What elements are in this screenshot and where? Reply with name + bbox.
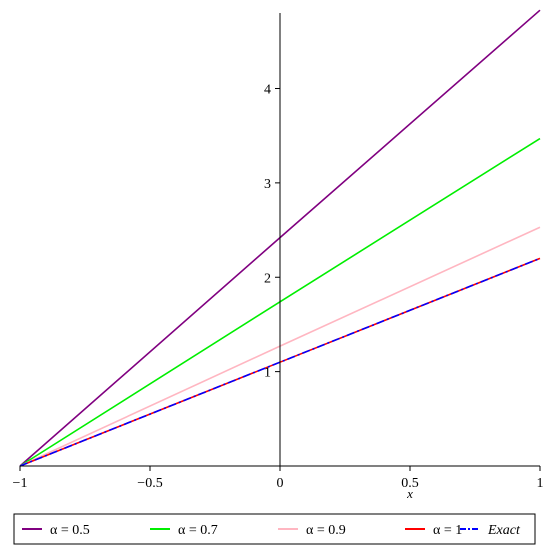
x-tick-label: 0 xyxy=(277,476,284,491)
x-ticks: −1 −0.5 0 0.5 1 xyxy=(13,466,544,491)
legend: α = 0.5 α = 0.7 α = 0.9 α = 1 Exact xyxy=(13,513,536,545)
x-tick-label: −1 xyxy=(13,476,28,491)
legend-label: Exact xyxy=(487,523,521,538)
legend-label: α = 0.7 xyxy=(178,523,218,538)
y-tick-label: 4 xyxy=(264,83,271,98)
y-tick-label: 2 xyxy=(264,271,271,286)
x-tick-label: 0.5 xyxy=(401,476,419,491)
y-ticks: 1 2 3 4 xyxy=(264,83,280,381)
x-tick-label: −0.5 xyxy=(137,476,162,491)
x-tick-label: 1 xyxy=(537,476,544,491)
y-tick-label: 1 xyxy=(264,366,271,381)
legend-label: α = 1 xyxy=(433,523,462,538)
y-tick-label: 3 xyxy=(264,177,271,192)
legend-box xyxy=(13,513,536,545)
x-axis-label: x xyxy=(406,486,413,501)
legend-label: α = 0.5 xyxy=(50,523,90,538)
legend-label: α = 0.9 xyxy=(306,523,346,538)
